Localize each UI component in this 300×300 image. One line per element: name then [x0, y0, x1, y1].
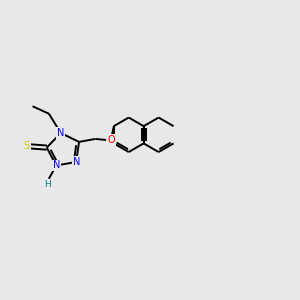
- Text: S: S: [23, 141, 30, 151]
- Text: H: H: [44, 180, 51, 189]
- Text: N: N: [73, 157, 80, 167]
- Text: N: N: [57, 128, 64, 138]
- Text: N: N: [52, 160, 60, 170]
- Text: O: O: [107, 135, 115, 146]
